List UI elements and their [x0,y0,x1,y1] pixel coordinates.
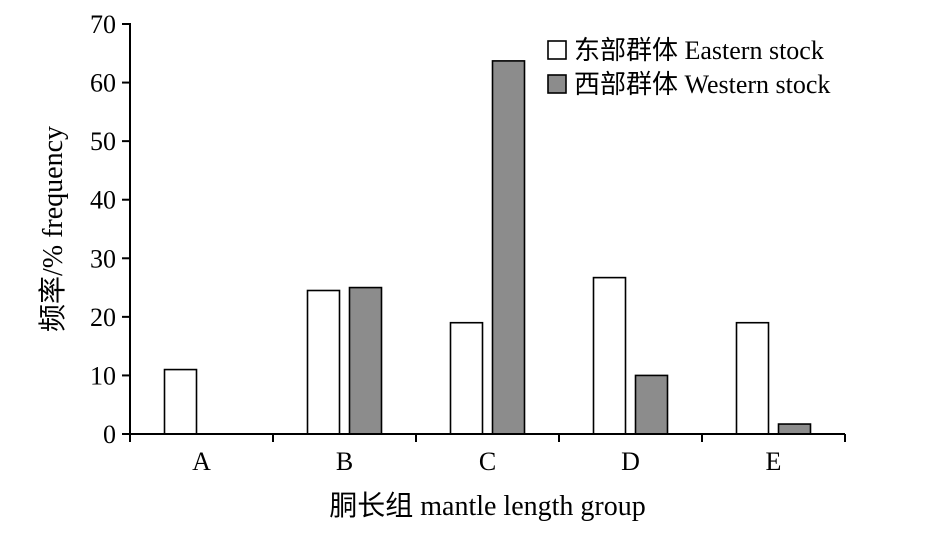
plot-area [163,60,812,435]
x-tick-label: C [479,447,496,476]
legend: 东部群体 Eastern stock 西部群体 Western stock [547,36,830,99]
bar-eastern-B [306,289,341,435]
bar-western-E [777,423,812,435]
legend-swatch [547,74,567,94]
bar-western-D [634,374,669,435]
bar-eastern-C [449,321,484,435]
bar-eastern-A [163,368,198,435]
bar-western-B [348,286,383,435]
y-tick-label: 60 [90,69,116,98]
bar-western-C [491,60,526,435]
legend-label: 西部群体 Western stock [574,70,830,99]
y-tick-label: 30 [90,244,116,273]
axes: 0 10 20 30 40 50 60 70 A B C D E [90,10,846,476]
y-tick-label: 40 [90,186,116,215]
legend-label: 东部群体 Eastern stock [574,36,824,65]
y-tick-label: 0 [103,420,116,449]
y-axis-title: 频率/% frequency [37,126,69,332]
y-tick-label: 50 [90,127,116,156]
y-axis-ticks: 0 10 20 30 40 50 60 70 [90,10,130,449]
x-tick-label: A [192,447,211,476]
y-tick-label: 70 [90,10,116,39]
x-tick-label: D [621,447,640,476]
x-tick-label: B [336,447,353,476]
y-tick-label: 10 [90,361,116,390]
y-tick-label: 20 [90,303,116,332]
legend-swatch [547,40,567,60]
x-axis-title: 胴长组 mantle length group [329,490,646,522]
bar-eastern-D [592,276,627,435]
x-axis-ticks: A B C D E [129,434,846,476]
x-tick-label: E [766,447,782,476]
bar-eastern-E [735,321,770,435]
